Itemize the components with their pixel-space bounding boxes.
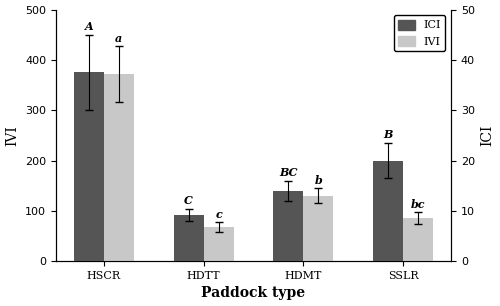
Bar <box>304 196 334 261</box>
Text: B: B <box>384 129 393 140</box>
Bar <box>373 161 403 261</box>
Text: BC: BC <box>279 167 297 178</box>
Text: C: C <box>184 195 193 206</box>
Y-axis label: ICI: ICI <box>480 125 494 146</box>
Bar <box>104 74 134 261</box>
Text: b: b <box>314 175 322 186</box>
Bar <box>74 73 104 261</box>
Text: bc: bc <box>411 199 426 210</box>
Bar <box>403 218 433 261</box>
Text: A: A <box>84 21 93 32</box>
Bar <box>274 191 304 261</box>
Text: a: a <box>115 33 122 44</box>
Y-axis label: IVI: IVI <box>6 125 20 146</box>
Legend: ICI, IVI: ICI, IVI <box>394 15 446 51</box>
Bar <box>204 227 234 261</box>
Bar <box>174 215 204 261</box>
X-axis label: Paddock type: Paddock type <box>202 286 306 300</box>
Text: c: c <box>215 209 222 220</box>
